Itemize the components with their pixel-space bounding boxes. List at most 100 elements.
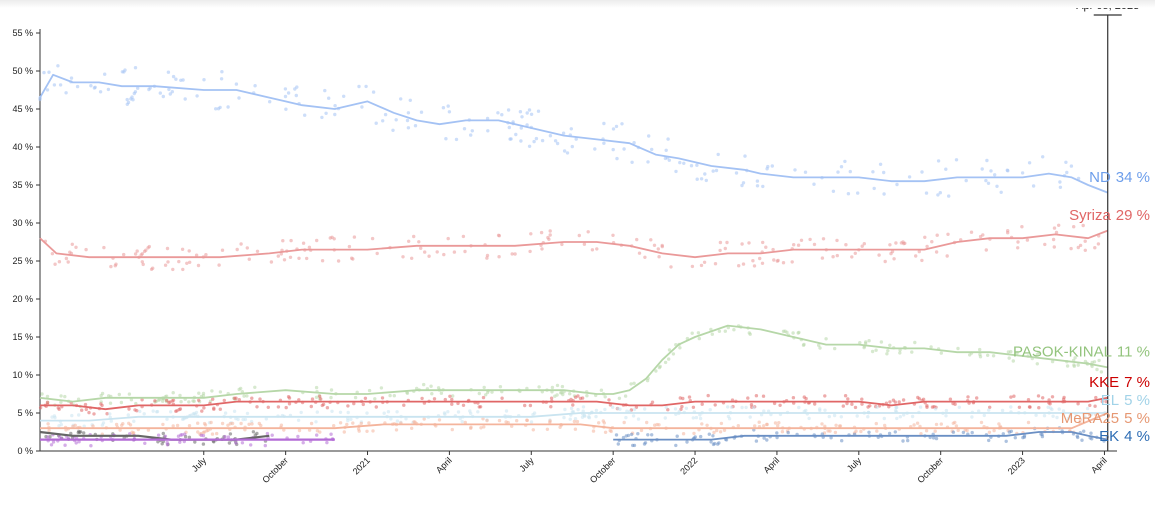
poll-dot [747,331,751,335]
poll-dot [201,442,206,446]
poll-dot [92,412,96,416]
poll-dot [345,422,349,427]
poll-dot [496,111,500,115]
poll-dot [202,421,207,426]
poll-dot [381,119,385,123]
poll-dot [839,165,844,169]
poll-dot [330,235,334,239]
poll-dot [797,405,801,410]
poll-dot [694,415,699,420]
poll-dot [192,399,196,403]
poll-dot [532,139,536,144]
poll-dot [108,401,113,405]
poll-dot [253,385,257,389]
poll-dot [892,257,896,261]
poll-dot [951,401,955,406]
poll-dot [1069,164,1074,168]
poll-dot [216,107,221,111]
poll-dot [130,430,134,434]
poll-dot [1051,414,1055,418]
end-label-name: EL [1101,392,1119,409]
poll-dot [130,95,134,99]
poll-dot [954,158,959,162]
poll-dot [187,424,192,428]
poll-dot [283,87,288,91]
poll-dot [977,409,981,413]
poll-dot [893,430,897,434]
poll-dot [679,407,683,411]
poll-dot [944,414,948,418]
poll-dot [318,430,322,434]
y-tick-label: 15 % [12,332,33,342]
poll-dot [862,242,866,246]
poll-dot [147,244,151,249]
x-tick-label: July [190,455,209,474]
poll-dot [726,405,730,409]
poll-dot [301,441,305,445]
poll-dot [692,431,696,436]
poll-dot [282,258,287,262]
poll-dot [140,260,144,264]
poll-dot [757,420,761,424]
poll-dot [553,139,558,143]
poll-dot [196,263,201,268]
poll-dot [1097,358,1101,363]
poll-dot [50,252,55,256]
poll-dot [895,182,899,187]
poll-dot [754,394,759,398]
poll-dot [391,128,395,132]
poll-dot [667,158,671,162]
poll-dot [128,432,132,436]
poll-dot [288,255,293,259]
poll-dot [839,415,843,419]
poll-dot [906,438,910,443]
poll-dot [249,443,253,447]
poll-dot [680,404,684,409]
poll-dot [632,407,637,412]
poll-dot [602,141,606,145]
poll-dot [653,423,657,427]
poll-dot [226,423,230,427]
poll-dot [690,264,695,269]
poll-dot [1076,245,1081,250]
poll-dot [386,410,391,414]
poll-dot [650,433,654,437]
end-label-name: MeRA25 [1061,410,1119,427]
poll-dot [868,404,872,408]
poll-dot [781,329,786,333]
poll-dot [319,397,323,401]
poll-dot [461,403,466,407]
poll-dot [506,108,511,112]
poll-dot [980,167,984,171]
poll-dot [691,416,695,420]
poll-dot [1007,356,1011,360]
poll-dot [1020,171,1025,175]
poll-dot [226,435,231,439]
poll-dot [555,141,560,146]
poll-dot [315,433,319,437]
poll-dot [717,441,721,445]
poll-dot [148,86,152,90]
poll-dot [575,419,580,424]
poll-dot [247,422,251,426]
poll-dot [235,247,239,252]
poll-dot [534,136,539,141]
poll-dot [780,430,785,434]
poll-dot [968,353,972,357]
poll-dot [866,415,870,419]
poll-dot [1031,184,1036,188]
poll-dot [549,396,554,400]
poll-dot [902,413,906,417]
poll-dot [419,246,423,250]
poll-dot [966,395,970,399]
poll-dot [569,406,574,411]
poll-dot [741,181,746,185]
poll-dot [264,417,268,421]
poll-dot [817,343,821,347]
poll-dot [1088,413,1092,417]
poll-dot [80,408,84,412]
end-label-value: 11 % [1117,344,1150,361]
poll-dot [294,93,298,98]
poll-dot [342,430,346,434]
poll-dot [832,413,837,418]
